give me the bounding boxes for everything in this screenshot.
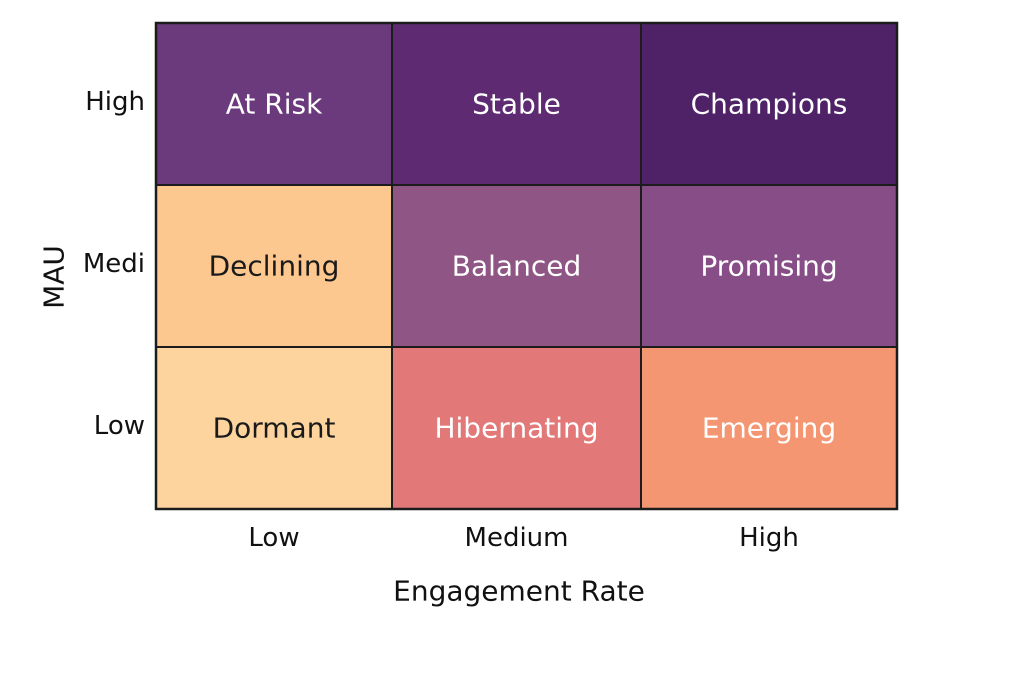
heatmap-cell-1-2 bbox=[640, 184, 898, 348]
heatmap-cells: At Risk Stable Champions Declining Balanced P… bbox=[154, 21, 899, 511]
y-tick-label: Medi bbox=[83, 249, 145, 279]
x-tick-label: High bbox=[739, 523, 799, 553]
y-tick-label: High bbox=[85, 87, 145, 117]
x-axis-title: Engagement Rate bbox=[393, 575, 645, 608]
cell-label: Dormant bbox=[213, 412, 336, 445]
cell-label: Emerging bbox=[702, 412, 836, 445]
cell-label: Stable bbox=[472, 88, 561, 121]
heatmap-cell-0-0 bbox=[155, 22, 393, 186]
cell-label: Declining bbox=[209, 250, 340, 283]
y-tick-label: Low bbox=[94, 411, 145, 441]
heatmap-border bbox=[154, 21, 899, 511]
heatmap-cell-1-1 bbox=[391, 184, 642, 348]
x-tick-label: Medium bbox=[465, 523, 569, 553]
x-tick-label: Low bbox=[248, 523, 299, 553]
x-axis-ticks: Low Medium High bbox=[248, 523, 798, 553]
cell-label: Hibernating bbox=[434, 412, 598, 445]
cell-label: Promising bbox=[700, 250, 837, 283]
y-axis-ticks: High Medi Low bbox=[83, 87, 145, 441]
y-axis-title: MAU bbox=[38, 245, 71, 309]
cell-label: At Risk bbox=[226, 88, 323, 121]
heatmap-cell-1-0 bbox=[155, 184, 393, 348]
cell-label: Balanced bbox=[452, 250, 581, 283]
heatmap-cell-2-1 bbox=[391, 346, 642, 510]
heatmap-cell-0-1 bbox=[391, 22, 642, 186]
cell-label: Champions bbox=[691, 88, 848, 121]
